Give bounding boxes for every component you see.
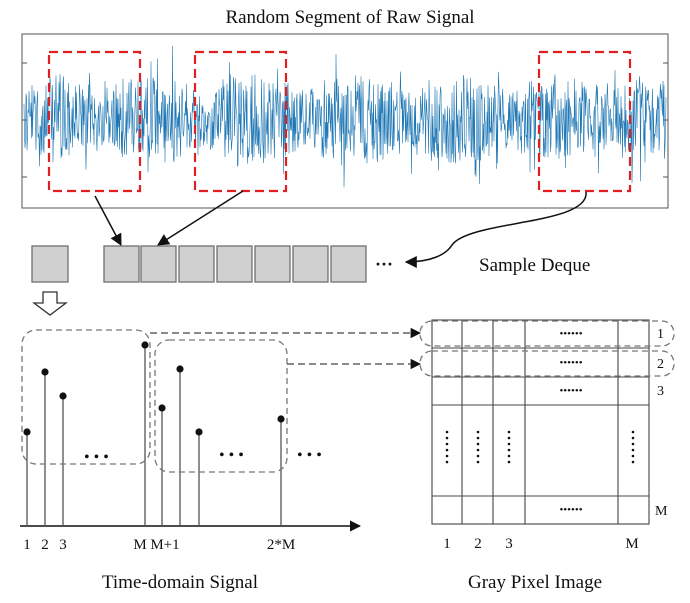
signal-window-2 — [193, 50, 288, 193]
time-window-2 — [154, 339, 288, 473]
row-highlight-2 — [419, 350, 675, 377]
time-ellipsis-1: • • • — [84, 449, 109, 466]
time-x-label: M+1 — [150, 537, 179, 553]
grid-dots: •••••• — [559, 328, 582, 340]
sample-deque — [31, 245, 367, 283]
time-x-label: M — [133, 537, 146, 553]
grid-col-label: M — [625, 536, 638, 552]
time-domain-plot: • • • • • • • • • 1 2 3 M M+1 2*M — [20, 329, 362, 553]
deque-cell — [216, 245, 253, 283]
grid-row-label: 2 — [657, 357, 664, 372]
gray-image-title: Gray Pixel Image — [468, 572, 602, 593]
deque-cell — [140, 245, 177, 283]
deque-ellipsis: ··· — [375, 254, 393, 274]
window-to-deque-arrows — [94, 190, 587, 268]
time-x-label: 2*M — [267, 537, 295, 553]
signal-window-1 — [47, 50, 142, 193]
time-domain-title: Time-domain Signal — [102, 572, 258, 593]
signal-window-3 — [537, 50, 632, 193]
time-x-label: 1 — [23, 537, 31, 553]
grid-col-labels: 1 2 3 M — [443, 536, 638, 552]
stem-heads — [23, 341, 285, 436]
time-ellipsis-3: • • • — [297, 447, 322, 464]
grid-col-dots — [445, 430, 635, 464]
grid-row-dots: •••••• •••••• •••••• •••••• — [559, 328, 582, 516]
time-x-label: 3 — [59, 537, 67, 553]
row-highlight-1 — [419, 320, 675, 347]
raw-signal-title: Random Segment of Raw Signal — [225, 7, 474, 28]
deque-cell — [330, 245, 367, 283]
deque-cell — [292, 245, 329, 283]
grid-row-label: 1 — [657, 327, 664, 342]
stems — [26, 345, 282, 526]
grid-row-label: M — [655, 504, 668, 519]
grid-col-label: 2 — [474, 536, 482, 552]
time-x-labels: 1 2 3 M M+1 2*M — [23, 537, 295, 553]
arrow-window-1 — [94, 195, 122, 247]
arrow-window-2 — [156, 190, 244, 246]
time-windows — [21, 329, 288, 473]
signal-windows — [47, 50, 632, 193]
grid-row-labels: 1 2 3 M — [655, 327, 668, 519]
gray-pixel-grid — [431, 319, 650, 525]
time-x-label: 2 — [41, 537, 49, 553]
deque-cell — [178, 245, 215, 283]
grid-row-label: 3 — [657, 384, 664, 399]
arrow-window-3 — [404, 191, 587, 268]
deque-cell — [254, 245, 291, 283]
grid-col-label: 1 — [443, 536, 451, 552]
raw-signal-waveform — [23, 45, 667, 188]
hollow-down-arrow — [32, 291, 68, 316]
grid-row-highlights — [419, 320, 675, 377]
deque-cell-popped — [31, 245, 69, 283]
deque-cell — [103, 245, 140, 283]
grid-col-label: 3 — [505, 536, 513, 552]
grid-dots: •••••• — [559, 385, 582, 397]
grid-dots: •••••• — [559, 357, 582, 369]
grid-dots: •••••• — [559, 504, 582, 516]
deque-label: Sample Deque — [479, 255, 590, 276]
window-to-row-arrows — [150, 327, 422, 370]
time-ellipsis-2: • • • — [219, 447, 244, 464]
time-window-1 — [21, 329, 151, 465]
